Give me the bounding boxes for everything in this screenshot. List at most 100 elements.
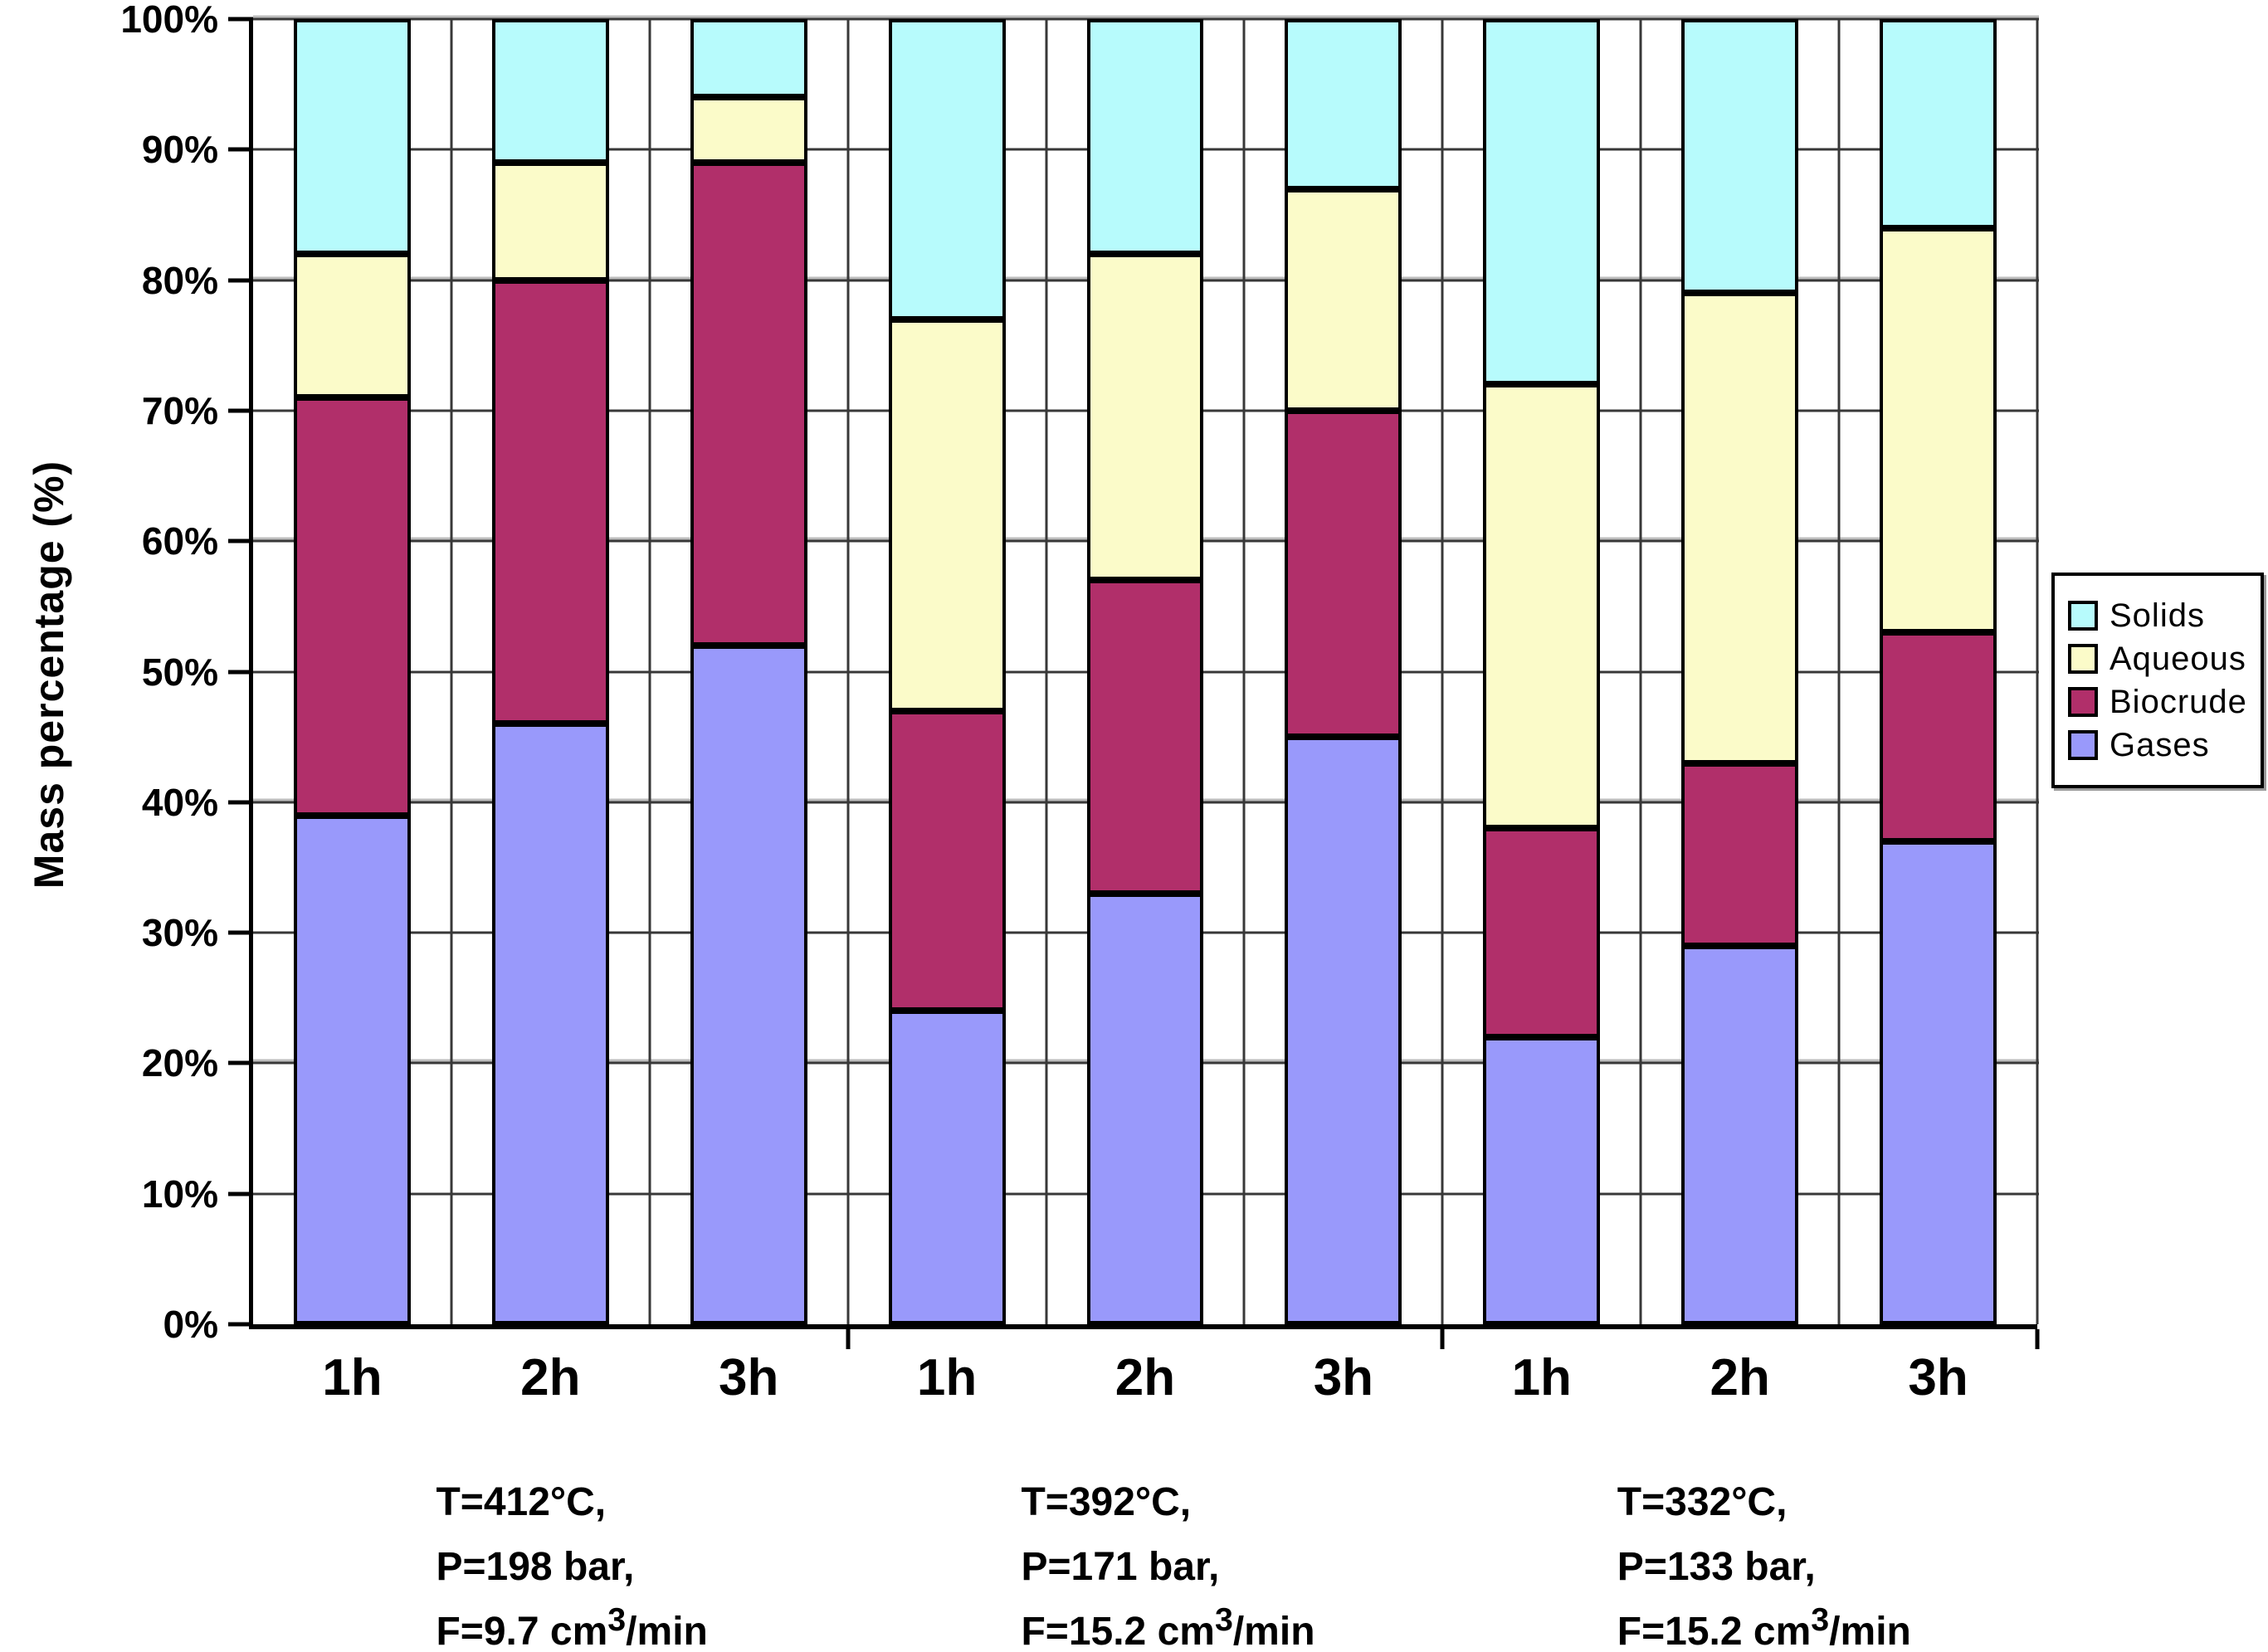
legend-swatch-biocrude — [2068, 687, 2098, 717]
y-tick-label: 80% — [141, 258, 218, 302]
bar-segment-biocrude — [1086, 580, 1204, 894]
bar-segment-gases — [1681, 945, 1799, 1324]
condition-line: P=198 bar, — [436, 1544, 635, 1589]
condition-line: P=133 bar, — [1617, 1544, 1816, 1589]
group-condition-label: T=392°C, P=171 bar, F=15.2 cm3/min — [845, 1470, 1441, 1652]
legend-item-label: Solids — [2109, 597, 2205, 634]
y-tick-label: 0% — [163, 1303, 218, 1346]
category-cell — [451, 19, 650, 1324]
bar-segment-gases — [888, 1011, 1006, 1324]
x-category-label: 2h — [1114, 1349, 1176, 1406]
bar-segment-aqueous — [1880, 227, 1997, 633]
bar-segment-gases — [1483, 1036, 1601, 1324]
legend-swatch-aqueous — [2068, 644, 2098, 674]
gridline-vertical — [846, 19, 850, 1324]
legend-swatch-gases — [2068, 730, 2098, 760]
y-tick-mark — [228, 930, 253, 935]
bar — [888, 19, 1006, 1324]
bar-segment-solids — [1880, 19, 1997, 228]
y-tick-label: 100% — [120, 0, 218, 41]
gridline-vertical — [450, 19, 453, 1324]
y-tick-mark — [228, 1191, 253, 1196]
condition-line: T=332°C, — [1617, 1480, 1788, 1524]
gridline-vertical — [1639, 19, 1642, 1324]
group-condition-labels: T=412°C, P=198 bar, F=9.7 cm3/min T=392°C, P… — [249, 1470, 2037, 1652]
x-axis-group-tick — [2035, 1329, 2040, 1349]
y-tick-label: 60% — [141, 519, 218, 563]
bar-segment-solids — [491, 19, 609, 163]
bar — [1086, 19, 1204, 1324]
y-axis-title: Mass percentage (%) — [12, 19, 86, 1329]
superscript-3: 3 — [1214, 1601, 1233, 1638]
bar — [690, 19, 807, 1324]
gridline-vertical — [2036, 19, 2039, 1324]
bar-segment-biocrude — [1880, 632, 1997, 841]
x-category-label: 3h — [1908, 1349, 1968, 1406]
bar-segment-aqueous — [888, 319, 1006, 711]
bar-segment-aqueous — [690, 97, 807, 163]
bar-segment-gases — [1086, 893, 1204, 1324]
y-tick-mark — [228, 800, 253, 805]
bar — [1285, 19, 1402, 1324]
x-category-label: 1h — [322, 1349, 383, 1406]
legend: Solids Aqueous Biocrude Gases — [2051, 573, 2264, 788]
category-cell — [848, 19, 1046, 1324]
y-tick-label: 20% — [141, 1041, 218, 1085]
gridline-vertical — [1837, 19, 1841, 1324]
condition-line: F=15.2 cm3/min — [1021, 1601, 1315, 1652]
x-category-label: 1h — [1511, 1349, 1572, 1406]
bar-segment-biocrude — [690, 163, 807, 646]
y-tick-label: 10% — [141, 1172, 218, 1216]
bar-segment-gases — [690, 646, 807, 1324]
y-tick-label: 30% — [141, 911, 218, 955]
bar-segment-solids — [1086, 19, 1204, 255]
x-axis-group-tick — [846, 1329, 851, 1349]
condition-line: P=171 bar, — [1021, 1544, 1220, 1589]
y-tick-mark — [228, 670, 253, 674]
bar-segment-biocrude — [293, 397, 411, 816]
bar-segment-biocrude — [491, 280, 609, 724]
bar — [1483, 19, 1601, 1324]
group-condition-label-text: T=412°C, P=198 bar, F=9.7 cm3/min — [436, 1470, 707, 1652]
group-condition-label-text: T=332°C, P=133 bar, F=15.2 cm3/min — [1617, 1470, 1911, 1652]
condition-line: T=412°C, — [436, 1480, 607, 1524]
gridline-vertical — [1045, 19, 1048, 1324]
bar-segment-biocrude — [1285, 410, 1402, 738]
superscript-3: 3 — [1811, 1601, 1830, 1638]
legend-item: Biocrude — [2068, 685, 2247, 719]
y-tick-mark — [228, 1060, 253, 1065]
y-tick-mark — [228, 1322, 253, 1327]
condition-line: T=392°C, — [1021, 1480, 1192, 1524]
y-tick-label: 90% — [141, 128, 218, 172]
bar-segment-aqueous — [1681, 293, 1799, 763]
y-tick-mark — [228, 278, 253, 283]
y-tick-mark — [228, 538, 253, 543]
y-tick-mark — [228, 408, 253, 413]
group-condition-label: T=412°C, P=198 bar, F=9.7 cm3/min — [249, 1470, 845, 1652]
bar-segment-solids — [888, 19, 1006, 319]
bar-segment-solids — [690, 19, 807, 98]
group-condition-label: T=332°C, P=133 bar, F=15.2 cm3/min — [1441, 1470, 2037, 1652]
x-category-label: 2h — [520, 1349, 581, 1406]
bar-segment-gases — [1880, 841, 1997, 1324]
y-tick-label: 50% — [141, 650, 218, 694]
bar — [293, 19, 411, 1324]
gridline-horizontal — [253, 17, 2039, 21]
gridline-vertical — [1441, 19, 1444, 1324]
condition-line: F=9.7 cm3/min — [436, 1601, 708, 1652]
bar — [1880, 19, 1997, 1324]
bar-segment-solids — [1483, 19, 1601, 385]
bar — [491, 19, 609, 1324]
bar-segment-biocrude — [888, 710, 1006, 1011]
category-cell — [650, 19, 848, 1324]
bar-segment-gases — [1285, 737, 1402, 1324]
condition-line: F=15.2 cm3/min — [1617, 1601, 1911, 1652]
y-tick-mark — [228, 17, 253, 22]
x-category-label: 2h — [1710, 1349, 1770, 1406]
category-cell — [1244, 19, 1442, 1324]
bar-segment-aqueous — [1285, 188, 1402, 411]
category-cell — [1046, 19, 1245, 1324]
bar-segment-aqueous — [491, 163, 609, 280]
bar-segment-aqueous — [1483, 384, 1601, 829]
